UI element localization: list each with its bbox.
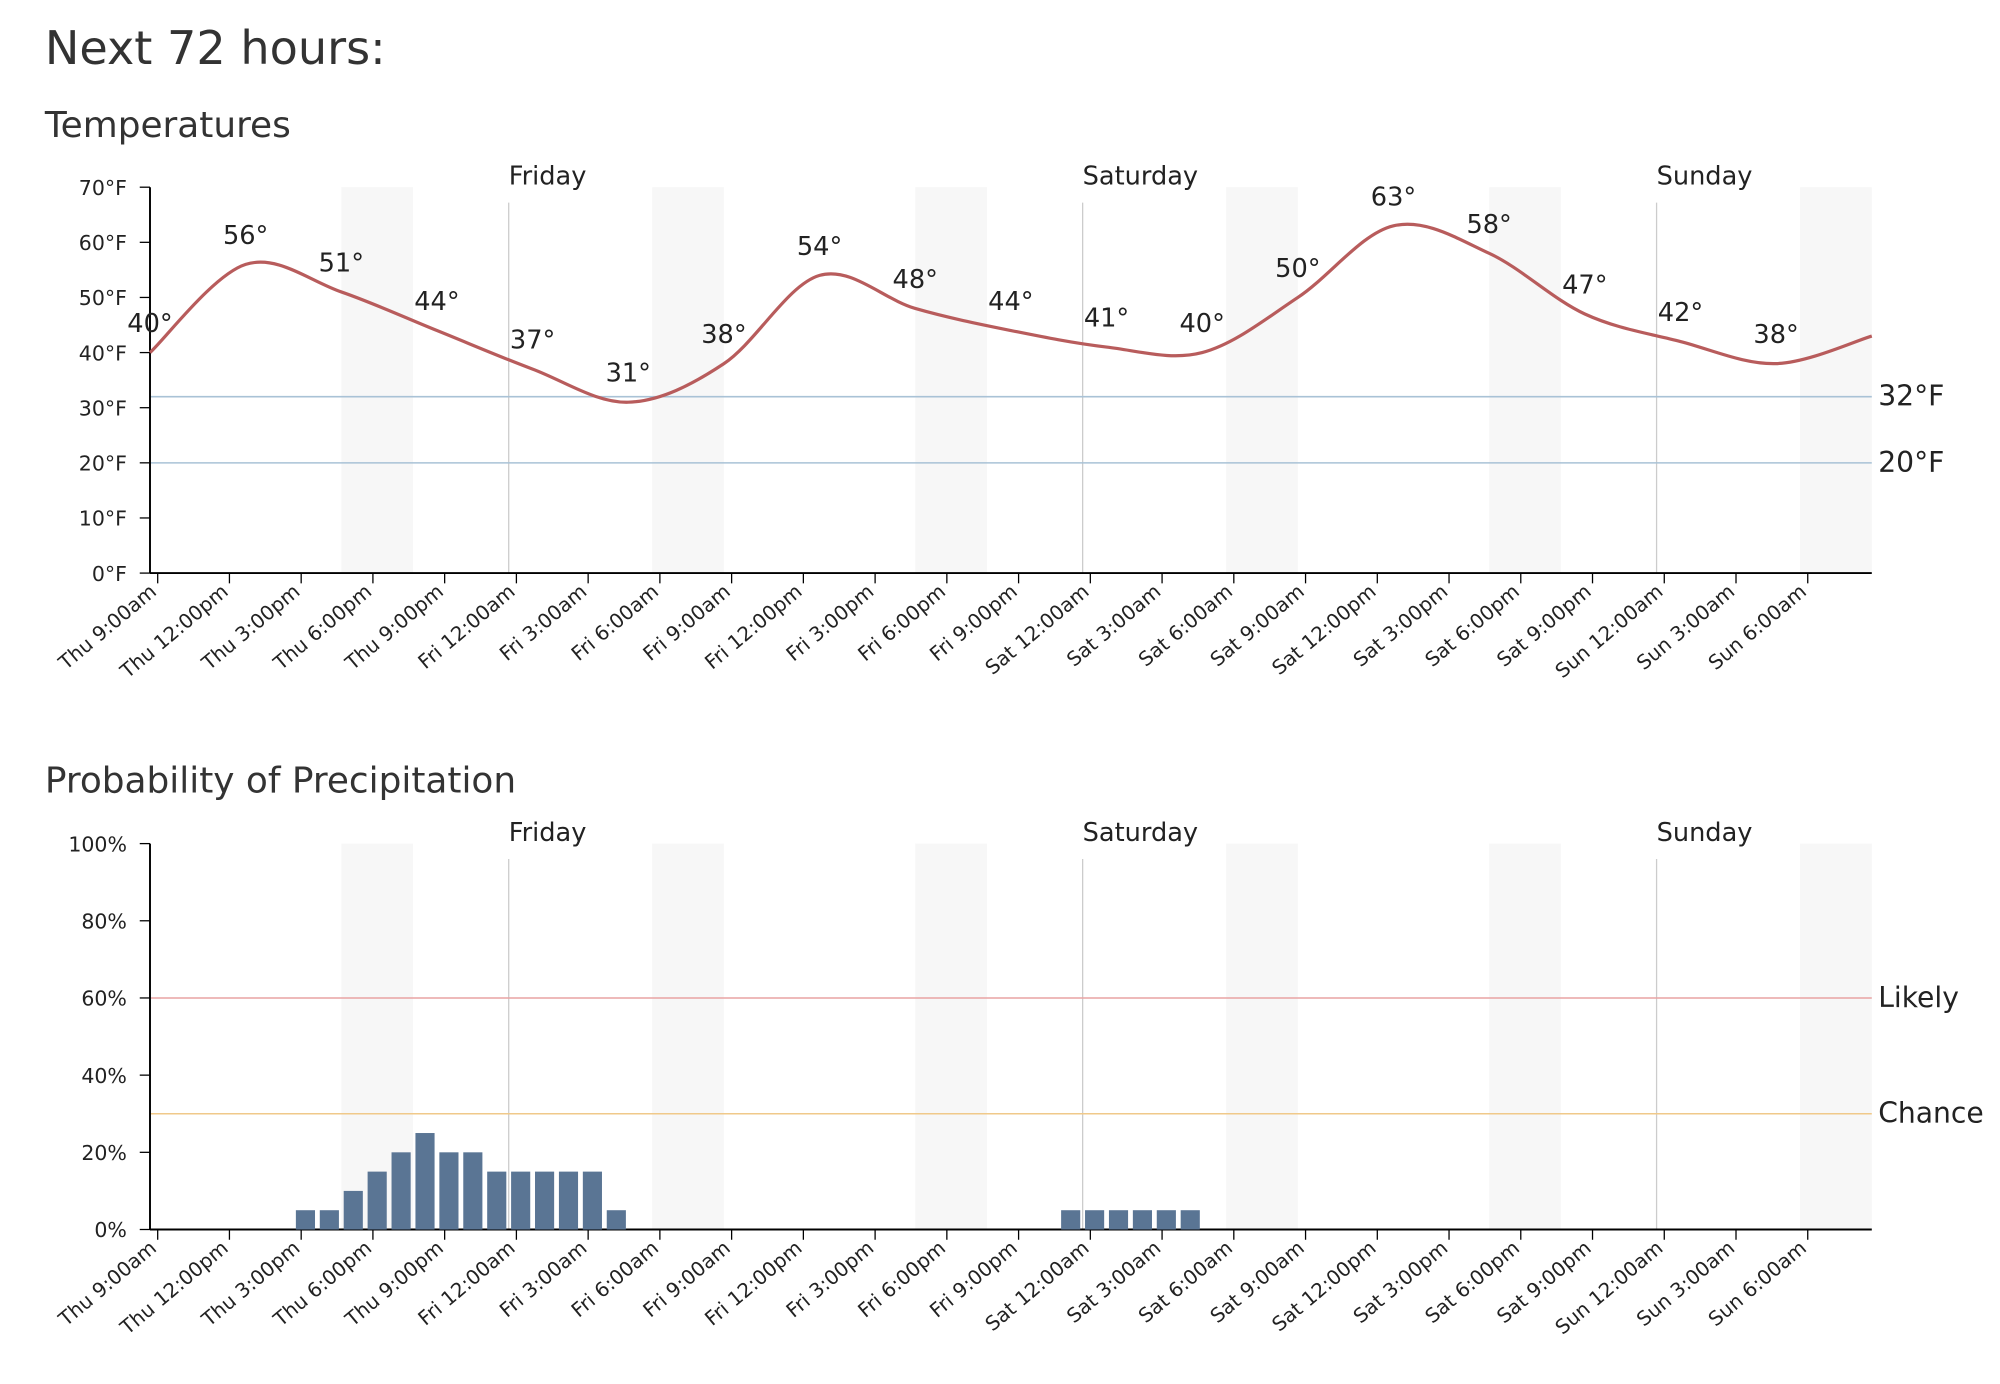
shade-band [1226, 843, 1298, 1230]
y-tick-label: 10°F [79, 507, 127, 531]
day-label: Saturday [1083, 818, 1198, 848]
bar [511, 1171, 531, 1230]
temperature-line [148, 222, 1873, 404]
data-label: 58° [1466, 210, 1511, 240]
shade-band [1800, 843, 1872, 1230]
y-tick-label: 40% [81, 1064, 127, 1088]
y-tick-label: 80% [81, 909, 127, 933]
bar [319, 1210, 339, 1230]
bar [487, 1171, 507, 1230]
day-label: Friday [509, 162, 587, 192]
shade-band [341, 187, 414, 574]
data-label: 40° [1179, 309, 1224, 339]
bar [606, 1210, 626, 1230]
shade-band [1489, 843, 1561, 1230]
day-label: Sunday [1657, 162, 1753, 192]
y-tick-label: 0% [94, 1218, 127, 1242]
shade-band [652, 843, 724, 1230]
data-label: 44° [414, 287, 459, 317]
reference-label: Chance [1878, 1097, 1984, 1130]
data-label: 40° [127, 309, 172, 339]
shade-band [915, 187, 987, 574]
shade-band [1800, 187, 1872, 574]
y-tick-label: 70°F [79, 176, 127, 200]
y-tick-label: 0°F [92, 562, 127, 586]
data-label: 41° [1084, 304, 1129, 334]
data-label: 54° [797, 232, 842, 262]
bar [439, 1152, 459, 1230]
data-label: 56° [223, 221, 268, 251]
data-label: 37° [510, 326, 555, 356]
shade-band [1226, 187, 1298, 574]
data-label: 51° [319, 248, 364, 278]
bar [1085, 1210, 1105, 1230]
bar [295, 1210, 316, 1230]
shade-band [1489, 187, 1561, 574]
y-tick-label: 20% [81, 1141, 127, 1165]
data-label: 38° [701, 320, 746, 350]
bar [391, 1152, 411, 1230]
day-label: Sunday [1657, 818, 1753, 848]
bar [582, 1171, 602, 1230]
data-label: 48° [893, 265, 938, 295]
reference-label: 20°F [1878, 446, 1944, 479]
bar [463, 1152, 483, 1230]
bar [1108, 1210, 1129, 1230]
bar [558, 1171, 579, 1230]
shade-band [652, 187, 724, 574]
data-label: 38° [1753, 320, 1798, 350]
bar [343, 1190, 363, 1230]
bar [1180, 1210, 1200, 1230]
data-label: 44° [988, 287, 1033, 317]
data-label: 47° [1562, 270, 1607, 300]
chart-title: Temperatures [44, 105, 291, 146]
y-tick-label: 100% [68, 832, 127, 856]
bar [1156, 1210, 1176, 1230]
reference-label: 32°F [1878, 380, 1944, 413]
y-tick-label: 20°F [79, 452, 127, 476]
data-label: 31° [606, 359, 651, 389]
data-label: 50° [1275, 254, 1320, 284]
bar [1061, 1210, 1081, 1230]
bar [1132, 1210, 1152, 1230]
y-tick-label: 60% [81, 987, 127, 1011]
bar [415, 1133, 435, 1230]
day-label: Friday [509, 818, 587, 848]
reference-label: Likely [1878, 981, 1959, 1014]
y-tick-label: 30°F [79, 396, 127, 420]
chart-title: Probability of Precipitation [45, 760, 516, 801]
bar [535, 1171, 555, 1230]
shade-band [915, 843, 987, 1230]
bar [367, 1171, 387, 1230]
data-label: 63° [1371, 182, 1416, 212]
y-tick-label: 50°F [79, 286, 127, 310]
y-tick-label: 60°F [79, 231, 127, 255]
day-label: Saturday [1083, 162, 1198, 192]
y-tick-label: 40°F [79, 341, 127, 365]
data-label: 42° [1658, 298, 1703, 328]
page-title: Next 72 hours: [45, 21, 386, 75]
